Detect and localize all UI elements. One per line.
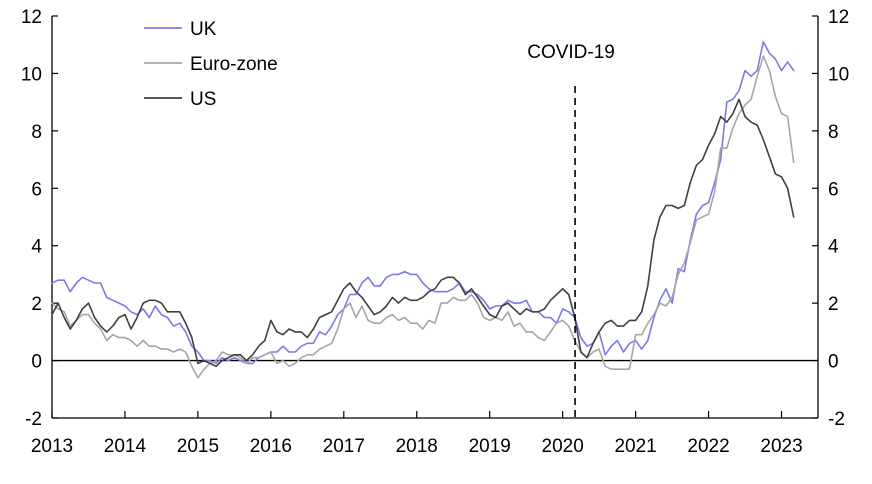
x-tick-label: 2013 xyxy=(31,436,73,457)
x-tick-label: 2023 xyxy=(760,436,802,457)
y-tick-label-left: 8 xyxy=(31,122,42,143)
x-tick-label: 2016 xyxy=(250,436,292,457)
y-tick-label-left: 4 xyxy=(31,237,42,258)
x-tick-label: 2019 xyxy=(469,436,511,457)
legend-label: UK xyxy=(190,19,217,40)
y-tick-label-right: 0 xyxy=(828,352,839,373)
y-tick-label-right: 6 xyxy=(828,179,839,200)
series-line-us xyxy=(51,98,795,368)
y-tick-label-right: -2 xyxy=(828,409,845,430)
y-tick-label-right: 4 xyxy=(828,237,839,258)
axes-layer: -2 -2 0 0 2 2 4 4 6 6 8 8 10 10 12 12 2013 2014 2015 2016 20… xyxy=(21,7,849,457)
y-tick-label-right: 10 xyxy=(828,64,849,85)
y-tick-label-right: 2 xyxy=(828,294,839,315)
legend-label: Euro-zone xyxy=(190,54,278,75)
x-tick-label: 2018 xyxy=(396,436,438,457)
x-tick-label: 2021 xyxy=(614,436,656,457)
x-tick-label: 2017 xyxy=(323,436,365,457)
annotation-layer: COVID-19 xyxy=(527,42,615,418)
x-tick-label: 2014 xyxy=(104,436,147,457)
legend-label: US xyxy=(190,89,216,110)
y-tick-label-left: 2 xyxy=(31,294,42,315)
y-tick-label-left: 0 xyxy=(31,352,42,373)
x-tick-label: 2020 xyxy=(542,436,584,457)
legend: UK Euro-zone US xyxy=(144,19,278,110)
series-line-uk xyxy=(51,40,795,365)
y-tick-label-left: 6 xyxy=(31,179,42,200)
x-tick-label: 2022 xyxy=(687,436,729,457)
x-tick-label: 2015 xyxy=(177,436,219,457)
y-tick-label-left: 10 xyxy=(21,64,42,85)
series-layer xyxy=(51,40,795,379)
y-tick-label-left: -2 xyxy=(25,409,42,430)
y-tick-label-right: 8 xyxy=(828,122,839,143)
series-line-euro-zone xyxy=(51,55,795,379)
y-tick-label-right: 12 xyxy=(828,7,849,28)
covid-annotation-label: COVID-19 xyxy=(527,42,615,63)
y-tick-label-left: 12 xyxy=(21,7,42,28)
